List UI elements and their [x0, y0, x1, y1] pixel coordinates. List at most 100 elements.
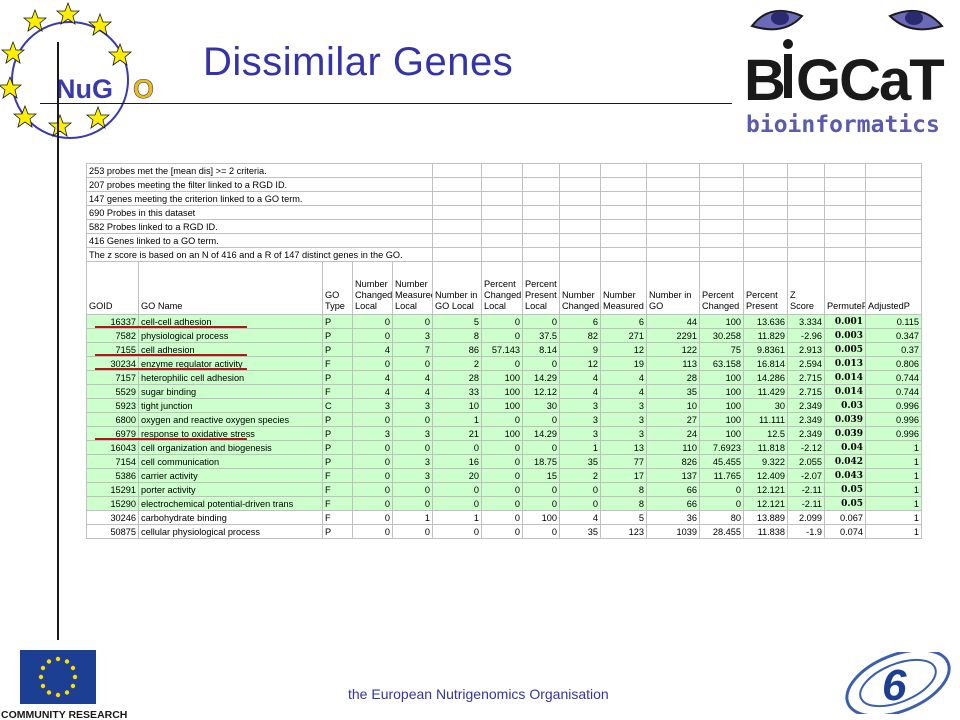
table-cell: F [322, 468, 353, 483]
empty-cell [865, 163, 922, 178]
empty-cell [600, 219, 647, 234]
table-cell: 82 [559, 328, 601, 343]
table-cell: 8 [600, 482, 647, 497]
table-cell: 3 [392, 468, 433, 483]
empty-cell [787, 177, 825, 192]
table-cell: 8.14 [522, 342, 560, 357]
table-cell: 0 [392, 356, 433, 371]
table-row: 16337 cell-cell adhesion P 0 0 5 0 0 6 6 44 100 13.6… [86, 314, 922, 329]
table-cell: 3 [559, 412, 601, 427]
table-cell: C [322, 398, 353, 413]
table-cell: 271 [600, 328, 647, 343]
empty-cell [481, 163, 523, 178]
table-cell: -2.11 [787, 496, 825, 511]
table-cell: 18.75 [522, 454, 560, 469]
table-row: 6800 oxygen and reactive oxygen species P 0… [86, 412, 922, 427]
table-cell: 1 [865, 440, 922, 455]
table-cell: 16 [432, 454, 482, 469]
info-line: 690 Probes in this dataset [86, 205, 433, 220]
empty-cell [559, 233, 601, 248]
info-row: 147 genes meeting the criterion linked t… [86, 191, 922, 206]
empty-cell [787, 205, 825, 220]
table-cell: 2.349 [787, 426, 825, 441]
column-header: Percent Changed Local [481, 261, 523, 315]
empty-cell [600, 205, 647, 220]
table-cell: 0 [481, 454, 523, 469]
table-cell: 36 [646, 510, 700, 525]
eu-logo-text: COMMUNITY RESEARCH [1, 709, 127, 720]
table-cell: 100 [699, 314, 744, 329]
table-cell: 100 [699, 426, 744, 441]
empty-cell [743, 191, 788, 206]
table-cell: 8 [432, 328, 482, 343]
table-cell: 5923 [86, 398, 139, 413]
table-cell: F [322, 496, 353, 511]
empty-cell [743, 177, 788, 192]
column-header: GO Type [322, 261, 353, 315]
empty-cell [865, 191, 922, 206]
table-cell: 15291 [86, 482, 139, 497]
table-cell: 11.429 [743, 384, 788, 399]
table-cell: 7157 [86, 370, 139, 385]
table-cell: 66 [646, 496, 700, 511]
table-cell: 0 [392, 440, 433, 455]
empty-cell [481, 177, 523, 192]
table-cell: 0.115 [865, 314, 922, 329]
table-cell: 0 [352, 356, 393, 371]
table-cell: 2.715 [787, 370, 825, 385]
empty-cell [600, 177, 647, 192]
table-row: 5923 tight junction C 3 3 10 100 30 3 3 10 100 30 2.3… [86, 398, 922, 413]
column-header: Number Measured Local [392, 261, 433, 315]
table-cell: P [322, 314, 353, 329]
empty-cell [522, 163, 560, 178]
table-cell: -2.12 [787, 440, 825, 455]
table-cell: 9.322 [743, 454, 788, 469]
empty-cell [432, 205, 482, 220]
table-cell: 33 [432, 384, 482, 399]
table-cell: 6979 [86, 426, 139, 441]
bigcat-subtext: bioinformatics [746, 112, 940, 138]
table-cell: 113 [646, 356, 700, 371]
column-header: Z Score [787, 261, 825, 315]
empty-cell [600, 247, 647, 262]
table-cell: P [322, 342, 353, 357]
table-cell: 14.29 [522, 426, 560, 441]
table-cell: 16043 [86, 440, 139, 455]
table-cell: tight junction [138, 398, 323, 413]
table-cell: 28.455 [699, 524, 744, 539]
svg-text:GCaT: GCaT [796, 48, 944, 113]
spreadsheet-screenshot: 253 probes met the [mean dis] >= 2 crite… [86, 163, 922, 549]
column-header: Number Changed Local [352, 261, 393, 315]
table-row: 15291 porter activity F 0 0 0 0 0 0 8 66 0 12.121 -2.… [86, 482, 922, 497]
table-cell: 0 [392, 412, 433, 427]
table-cell: 4 [352, 384, 393, 399]
nugo-logo: NuG O [0, 1, 154, 139]
table-cell: 0 [481, 468, 523, 483]
table-cell: P [322, 440, 353, 455]
table-cell: 4 [352, 370, 393, 385]
table-cell: 8 [600, 496, 647, 511]
table-cell: heterophilic cell adhesion [138, 370, 323, 385]
column-header: Percent Present [743, 261, 788, 315]
empty-cell [824, 219, 866, 234]
table-cell: 0.001 [824, 314, 866, 329]
table-cell: 14.286 [743, 370, 788, 385]
table-cell: 0 [481, 482, 523, 497]
table-cell: 5 [600, 510, 647, 525]
empty-cell [559, 191, 601, 206]
table-cell: 86 [432, 342, 482, 357]
table-cell: 2.715 [787, 384, 825, 399]
table-cell: 13.636 [743, 314, 788, 329]
table-cell: 0.014 [824, 370, 866, 385]
table-cell: 100 [699, 412, 744, 427]
info-line: 147 genes meeting the criterion linked t… [86, 191, 433, 206]
table-cell: 100 [522, 510, 560, 525]
table-row: 7582 physiological process P 0 3 8 0 37.5 82 271 2… [86, 328, 922, 343]
info-row: 582 Probes linked to a RGD ID. [86, 219, 922, 234]
info-row: The z score is based on an N of 416 and … [86, 247, 922, 262]
empty-cell [824, 191, 866, 206]
column-header: Number Changed [559, 261, 601, 315]
star-ring-icon [0, 1, 133, 137]
table-cell: 35 [646, 384, 700, 399]
info-line: 207 probes meeting the filter linked to … [86, 177, 433, 192]
